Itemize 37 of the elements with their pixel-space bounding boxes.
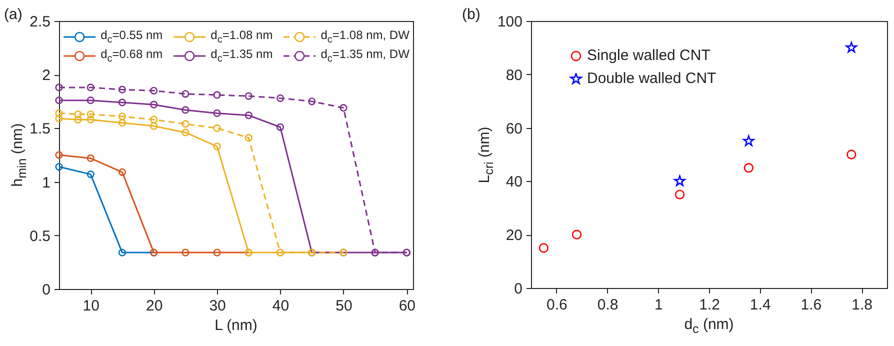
y-tick-label: 0 (42, 282, 50, 298)
x-tick-label: 60 (398, 298, 416, 314)
y-tick-label: 100 (497, 14, 522, 30)
y-tick-label: 1 (42, 174, 50, 192)
x-tick-label: 1.4 (750, 296, 771, 314)
x-tick-label: 30 (209, 298, 226, 314)
legend-label: d$_{c}$=1.08 nm, DW (320, 28, 410, 46)
x-axis-title: L (nm) (214, 317, 258, 334)
x-tick-label: 40 (272, 298, 290, 314)
x-tick-label: 0.8 (597, 296, 618, 314)
legend-label: d$_{c}$=1.08 nm (210, 28, 273, 46)
chart-title: (b) (462, 6, 480, 23)
y-tick-label: 60 (506, 120, 522, 138)
y-tick-label: 20 (506, 227, 522, 244)
x-axis-title: d$_{c}$ (nm) (684, 316, 734, 336)
x-tick-label: 10 (82, 298, 100, 314)
legend-label: Single walled CNT (587, 47, 710, 64)
y-tick-label: 0.5 (30, 228, 50, 245)
x-tick-label: 1.6 (800, 296, 822, 314)
legend-label: d$_{c}$=0.68 nm (100, 47, 163, 65)
y-tick-label: 2.5 (30, 14, 50, 30)
y-tick-label: 2 (42, 67, 50, 84)
x-tick-label: 1.2 (699, 296, 720, 314)
legend-label: d$_{c}$=1.35 nm, DW (320, 47, 410, 65)
y-tick-label: 1.5 (30, 120, 50, 138)
x-tick-label: 1 (654, 296, 663, 314)
y-tick-label: 80 (506, 66, 522, 84)
x-tick-label: 1.8 (852, 296, 872, 314)
x-tick-label: 20 (146, 298, 163, 314)
x-tick-label: 0.6 (546, 296, 568, 314)
y-tick-label: 0 (514, 280, 522, 298)
chart-title: (a) (4, 6, 22, 23)
legend-label: d$_{c}$=0.55 nm (100, 28, 163, 46)
legend-label: Double walled CNT (587, 70, 716, 87)
legend-label: d$_{c}$=1.35 nm (210, 47, 273, 65)
x-tick-label: 50 (336, 298, 352, 314)
y-tick-label: 40 (506, 174, 522, 191)
